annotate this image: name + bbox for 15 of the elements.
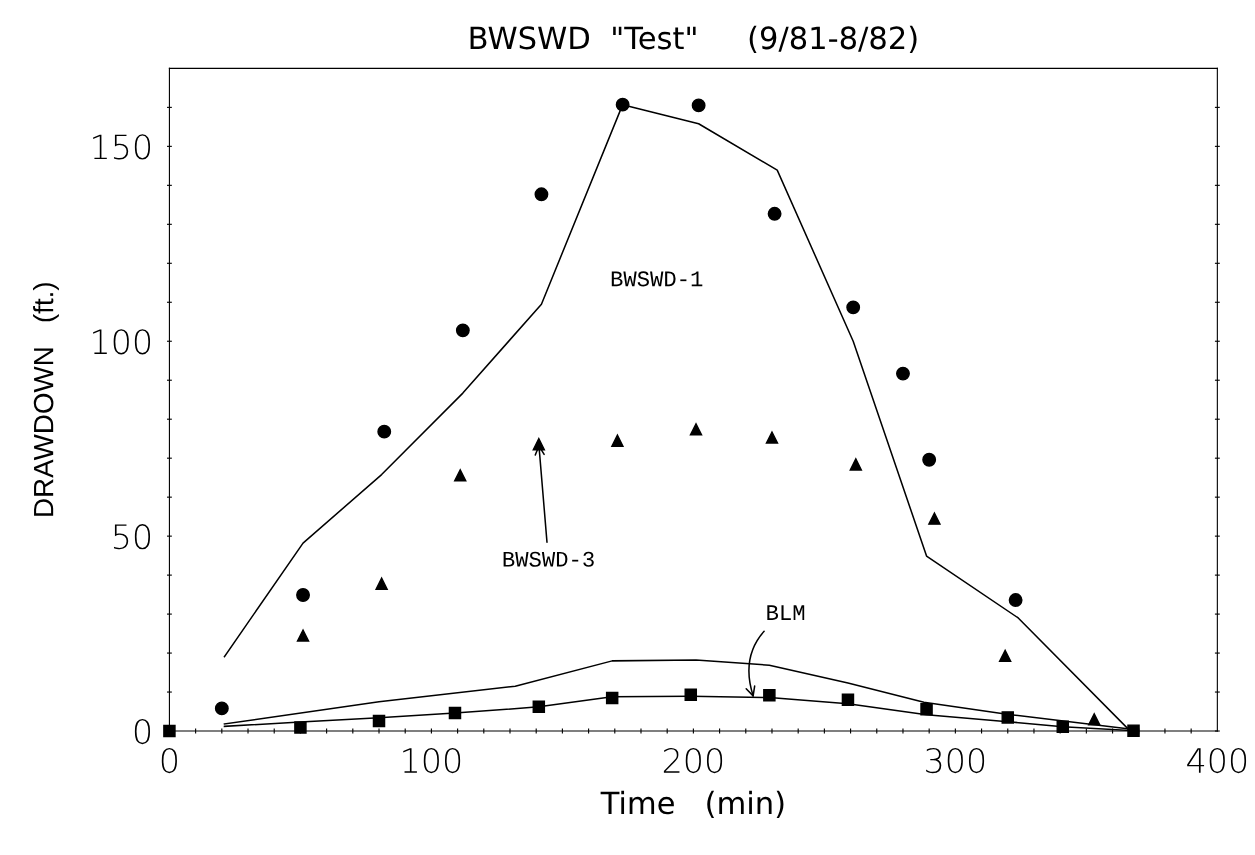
y-tick-label: 50: [113, 524, 151, 550]
y-tick-label: 0: [134, 718, 151, 745]
annotation: BWSWD-3: [503, 551, 594, 567]
y-axis-title: DRAWDOWN (ft.): [33, 283, 59, 516]
chart-title: BWSWD "Test" (9/81-8/82): [470, 25, 917, 53]
y-tick-label: 150: [93, 134, 151, 160]
annotation: BLM: [767, 605, 805, 620]
x-tick-label: 400: [1187, 747, 1247, 774]
x-axis-title: Time (min): [600, 790, 784, 818]
x-tick-label: 100: [403, 747, 461, 774]
annotation: BWSWD-1: [611, 271, 703, 287]
x-tick-label: 0: [161, 747, 177, 774]
y-tick-label: 100: [93, 329, 151, 355]
x-tick-label: 200: [663, 747, 723, 774]
x-tick-label: 300: [926, 747, 985, 774]
